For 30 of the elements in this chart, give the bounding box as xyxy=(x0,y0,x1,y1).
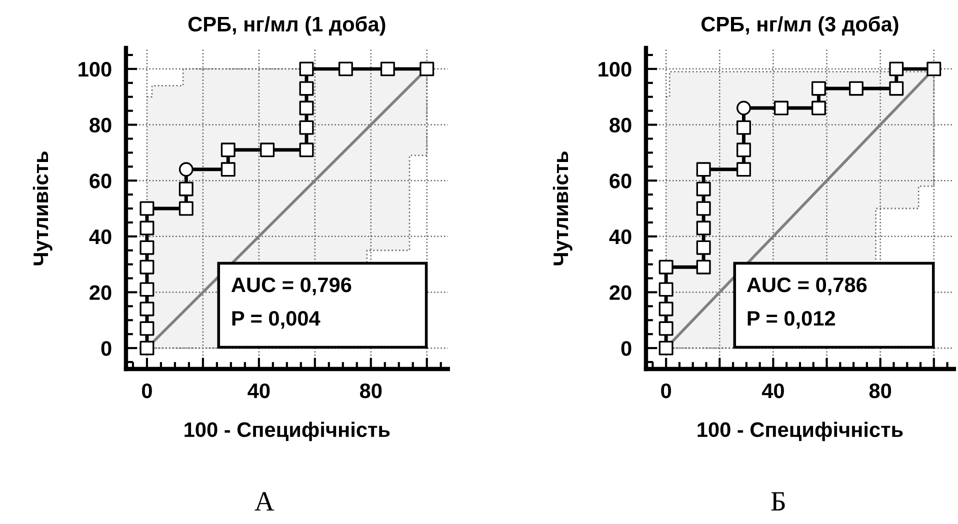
annotation: P = 0,012 xyxy=(748,310,835,329)
y-tick-label: 100 xyxy=(78,62,112,77)
x-tick-label: 80 xyxy=(869,383,892,398)
chart-title: СРБ, нг/мл (3 доба) xyxy=(702,16,898,36)
y-tick-label: 80 xyxy=(90,118,112,133)
x-tick-label: 0 xyxy=(661,383,672,398)
y-axis-title: Чутливість xyxy=(32,152,52,266)
y-tick-label: 0 xyxy=(101,341,112,356)
x-axis-title: 100 - Специфічність xyxy=(698,422,903,442)
y-tick-label: 60 xyxy=(90,174,112,188)
text: Б xyxy=(771,492,785,510)
text: А xyxy=(254,492,274,510)
y-tick-label: 20 xyxy=(610,285,632,300)
x-tick-label: 40 xyxy=(248,383,270,398)
x-tick-label: 40 xyxy=(762,383,784,398)
y-tick-label: 40 xyxy=(89,229,112,244)
annotation: P = 0,004 xyxy=(232,310,320,329)
chart-title: СРБ, нг/мл (1 доба) xyxy=(188,16,386,36)
annotation: AUC = 0,786 xyxy=(746,277,867,296)
y-tick-label: 20 xyxy=(90,285,112,300)
y-tick-label: 100 xyxy=(598,62,632,77)
y-tick-label: 0 xyxy=(621,341,632,356)
y-axis-title: Чутливість xyxy=(552,152,572,266)
y-tick-label: 40 xyxy=(609,229,632,244)
x-tick-label: 0 xyxy=(142,383,152,398)
x-tick-label: 80 xyxy=(360,383,382,398)
annotation: AUC = 0,796 xyxy=(231,277,352,296)
x-axis-title: 100 - Специфічність xyxy=(184,422,390,442)
y-tick-label: 80 xyxy=(610,118,632,133)
y-tick-label: 60 xyxy=(610,174,632,188)
